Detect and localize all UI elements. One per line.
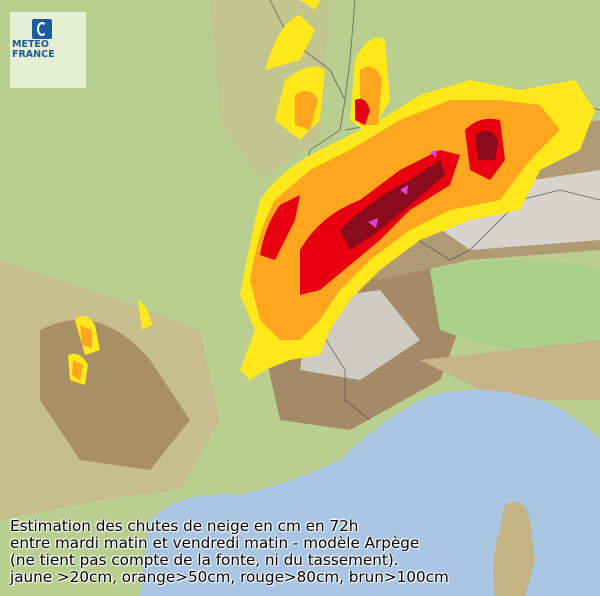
snow-zone-brun [340, 131, 498, 250]
logo-line-2: FRANCE [12, 49, 55, 60]
meteo-france-emblem-icon [32, 19, 52, 39]
caption-line-2: entre mardi matin et vendredi matin - mo… [10, 534, 420, 552]
caption-line-4: jaune >20cm, orange>50cm, rouge>80cm, br… [10, 568, 449, 586]
snow-zone-jaune [68, 300, 152, 385]
sea [140, 390, 600, 596]
snow-zones [68, 0, 595, 385]
caption-line-3: (ne tient pas compte de la fonte, ni du … [10, 551, 399, 569]
meteo-france-logo: METEO FRANCE [10, 12, 86, 88]
corsica [493, 502, 535, 596]
snow-zone-max [368, 150, 437, 228]
map-caption: Estimation des chutes de neige en cm en … [10, 518, 449, 586]
logo-line-1: METEO [12, 39, 49, 50]
caption-line-1: Estimation des chutes de neige en cm en … [10, 517, 359, 535]
